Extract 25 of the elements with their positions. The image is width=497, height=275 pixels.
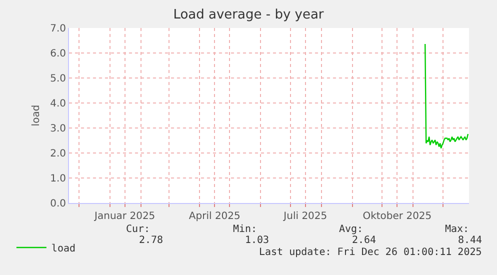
text: 2.78 (139, 235, 164, 246)
chart-title: Load average - by year (173, 8, 324, 23)
text: Last update: Fri Dec 26 01:00:11 2025 (259, 247, 482, 258)
line-series (424, 43, 469, 149)
y-tick-label: 5.0 (50, 74, 66, 84)
y-axis-title: load (31, 104, 42, 126)
y-tick-label: 7.0 (50, 24, 66, 34)
x-tick-label: Juli 2025 (282, 211, 328, 222)
text: 8.44 (458, 235, 482, 246)
y-tick-label: 3.0 (50, 124, 66, 134)
y-tick-label: 0.0 (50, 198, 66, 210)
y-tick-label: 1.0 (50, 174, 66, 184)
text: Max: (445, 224, 470, 235)
y-tick-label: 4.0 (50, 98, 66, 110)
x-tick-label: Oktober 2025 (362, 211, 432, 222)
text: Cur: (126, 224, 150, 235)
text: 1.03 (245, 235, 270, 246)
text: 2.64 (352, 235, 376, 246)
text: Avg: (339, 224, 364, 235)
y-tick-label: 6.0 (50, 48, 66, 60)
x-tick-label: April 2025 (188, 211, 240, 222)
legend-label: load (51, 243, 76, 254)
x-tick-label: Januar 2025 (94, 211, 156, 222)
y-tick-label: 2.0 (50, 148, 66, 160)
text: Min: (233, 224, 258, 235)
